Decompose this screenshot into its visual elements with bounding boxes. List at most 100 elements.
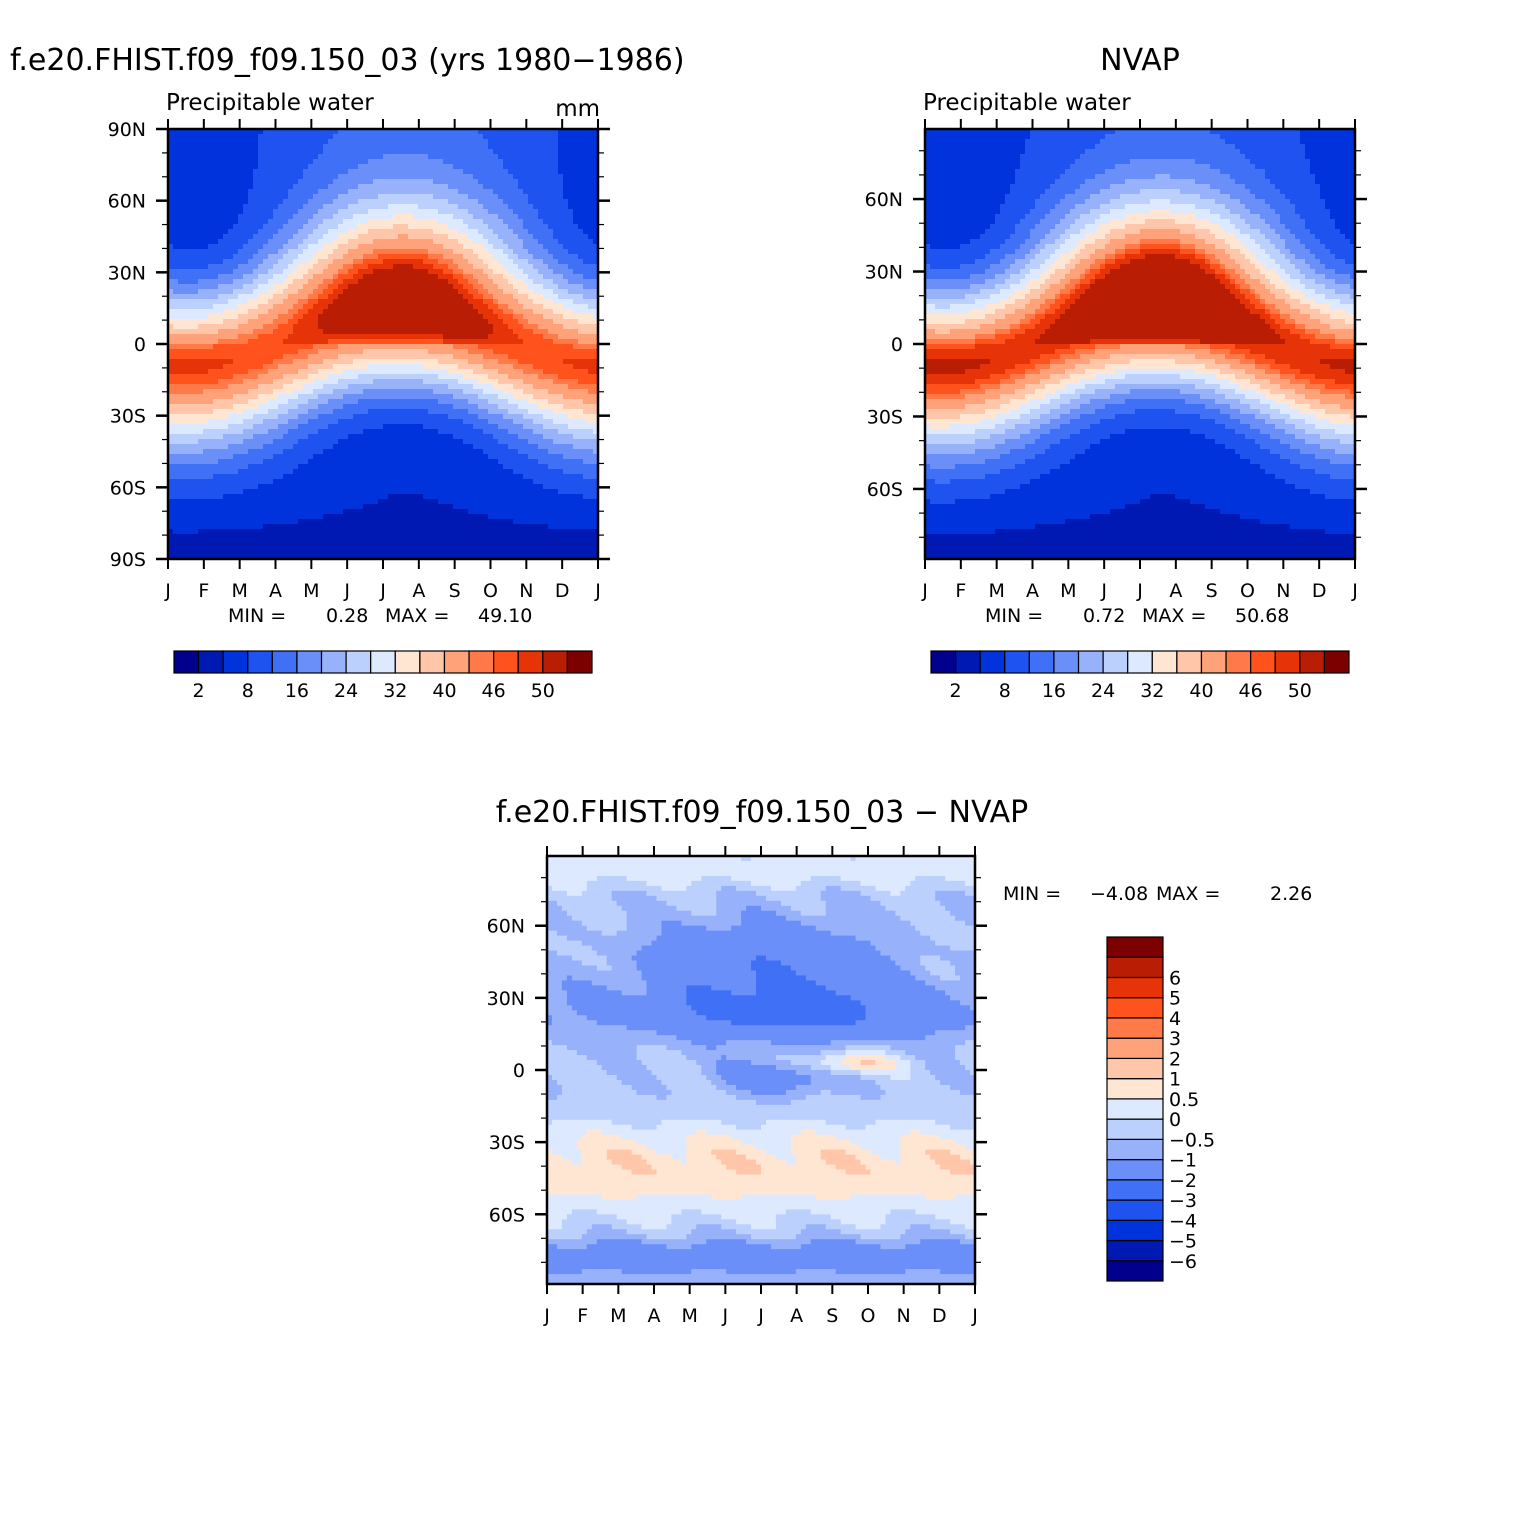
colorbar-swatch <box>1106 997 1164 1019</box>
contour-cell <box>263 129 339 135</box>
contour-cell <box>606 1154 643 1161</box>
contour-cell <box>830 1089 887 1096</box>
contour-cell <box>488 249 504 255</box>
contour-cell <box>1065 519 1261 525</box>
contour-cell <box>1040 194 1066 200</box>
contour-cell <box>1080 184 1111 190</box>
contour-cell <box>483 299 494 305</box>
contour-cell <box>168 409 214 415</box>
contour-cell <box>925 1060 961 1066</box>
contour-cell <box>547 1020 553 1026</box>
contour-cell <box>228 424 254 430</box>
contour-cell <box>498 314 514 320</box>
contour-cell <box>566 1214 618 1220</box>
contour-cell <box>1250 404 1271 410</box>
contour-cell <box>168 214 239 220</box>
panel-difference-contour-field <box>547 856 976 1285</box>
contour-cell <box>588 389 599 395</box>
contour-cell <box>493 149 559 155</box>
contour-cell <box>168 159 259 165</box>
contour-cell <box>1090 194 1121 200</box>
contour-cell <box>1055 269 1071 275</box>
contour-cell <box>1025 369 1041 375</box>
contour-cell <box>168 339 219 345</box>
contour-cell <box>925 204 1001 210</box>
contour-cell <box>1065 214 1081 220</box>
contour-cell <box>731 990 757 996</box>
contour-cell <box>1320 239 1351 245</box>
contour-cell <box>775 1224 807 1230</box>
contour-cell <box>1005 279 1021 285</box>
contour-cell <box>721 1214 777 1220</box>
contour-cell <box>775 1214 832 1220</box>
contour-cell <box>925 144 1026 150</box>
contour-cell <box>168 354 284 360</box>
contour-cell <box>726 1164 762 1171</box>
contour-cell <box>488 289 504 295</box>
contour-cell <box>468 194 499 200</box>
contour-cell <box>1000 404 1021 410</box>
contour-cell <box>1125 399 1186 405</box>
contour-cell <box>731 1020 857 1026</box>
contour-cell <box>1085 449 1236 455</box>
contour-cell <box>805 1094 862 1101</box>
contour-cell <box>558 284 584 290</box>
contour-cell <box>518 214 539 220</box>
x-tick-label: F <box>198 580 209 602</box>
contour-cell <box>860 880 911 887</box>
contour-cell <box>1300 214 1331 220</box>
contour-cell <box>1090 514 1241 520</box>
contour-cell <box>1210 344 1236 350</box>
contour-cell <box>478 394 499 400</box>
contour-cell <box>558 139 599 145</box>
colorbar-swatch <box>1299 650 1326 674</box>
contour-cell <box>1010 264 1026 270</box>
contour-cell <box>1245 154 1306 160</box>
contour-cell <box>716 1070 797 1076</box>
contour-cell <box>1140 244 1181 250</box>
contour-cell <box>1330 304 1356 310</box>
contour-cell <box>1045 259 1056 265</box>
contour-cell <box>1080 274 1086 280</box>
contour-cell <box>243 379 274 385</box>
contour-cell <box>338 379 374 385</box>
contour-cell <box>253 254 269 260</box>
contour-cell <box>1030 359 1051 365</box>
contour-cell <box>1030 419 1051 425</box>
contour-cell <box>1060 404 1081 410</box>
contour-cell <box>1140 189 1181 195</box>
contour-cell <box>765 1119 827 1126</box>
contour-cell <box>488 304 499 310</box>
contour-cell <box>556 1244 588 1250</box>
contour-cell <box>518 319 529 325</box>
y-tick-label: 0 <box>891 334 903 356</box>
contour-cell <box>463 294 474 300</box>
contour-cell <box>925 444 996 450</box>
contour-cell <box>513 309 534 315</box>
contour-cell <box>333 389 364 395</box>
contour-cell <box>248 199 284 205</box>
contour-cell <box>925 149 1026 155</box>
contour-cell <box>1205 259 1211 265</box>
contour-cell <box>701 1065 717 1071</box>
contour-cell <box>1000 469 1051 475</box>
contour-cell <box>1005 439 1036 445</box>
contour-cell <box>840 875 916 882</box>
contour-cell <box>965 1040 976 1046</box>
contour-cell <box>547 870 976 877</box>
contour-cell <box>168 134 259 140</box>
contour-cell <box>358 224 394 230</box>
colorbar-swatch <box>1106 1199 1164 1221</box>
contour-cell <box>1265 219 1281 225</box>
contour-cell <box>1265 394 1286 400</box>
contour-cell <box>626 925 663 932</box>
contour-cell <box>443 244 464 250</box>
contour-cell <box>543 369 589 375</box>
contour-cell <box>1110 229 1141 235</box>
contour-cell <box>233 359 274 365</box>
contour-cell <box>701 1209 787 1215</box>
contour-cell <box>1095 279 1221 285</box>
colorbar-swatch <box>954 650 981 674</box>
contour-cell <box>950 995 976 1001</box>
contour-cell <box>611 1224 643 1230</box>
